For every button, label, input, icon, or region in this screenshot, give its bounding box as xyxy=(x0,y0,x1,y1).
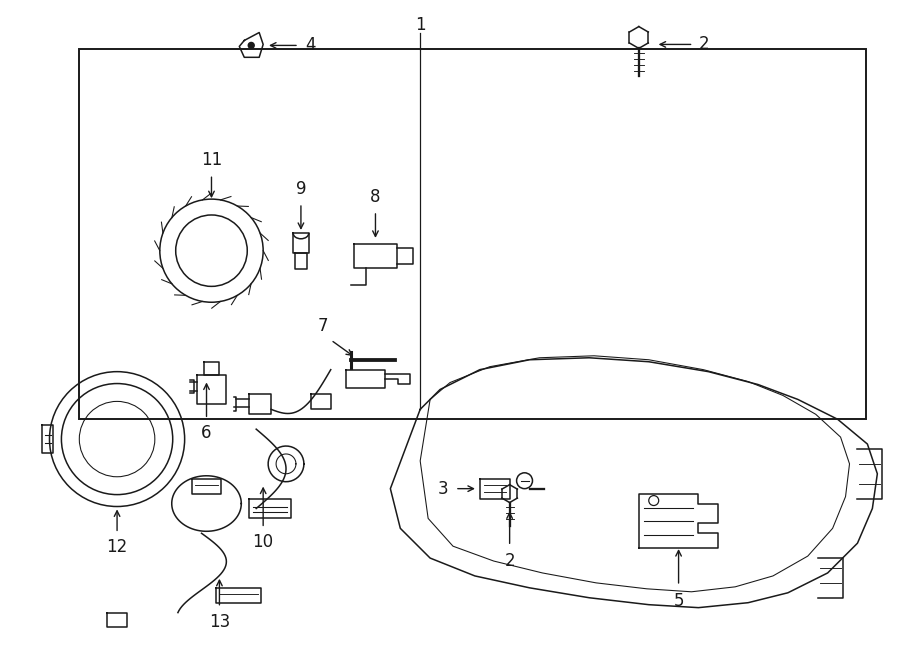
Text: 8: 8 xyxy=(370,188,381,206)
Text: 13: 13 xyxy=(209,613,230,631)
Text: 9: 9 xyxy=(296,180,306,198)
Text: 11: 11 xyxy=(201,151,222,169)
Text: 4: 4 xyxy=(305,36,315,54)
Bar xyxy=(79,49,866,419)
Text: 2: 2 xyxy=(504,552,515,570)
Text: 12: 12 xyxy=(106,538,128,557)
Text: 5: 5 xyxy=(673,592,684,610)
Text: 2: 2 xyxy=(698,36,709,54)
Text: 6: 6 xyxy=(202,424,211,442)
Text: 1: 1 xyxy=(415,16,426,34)
Text: 3: 3 xyxy=(437,480,448,498)
Text: 10: 10 xyxy=(253,533,274,551)
Text: 7: 7 xyxy=(318,317,328,335)
Circle shape xyxy=(248,42,254,48)
